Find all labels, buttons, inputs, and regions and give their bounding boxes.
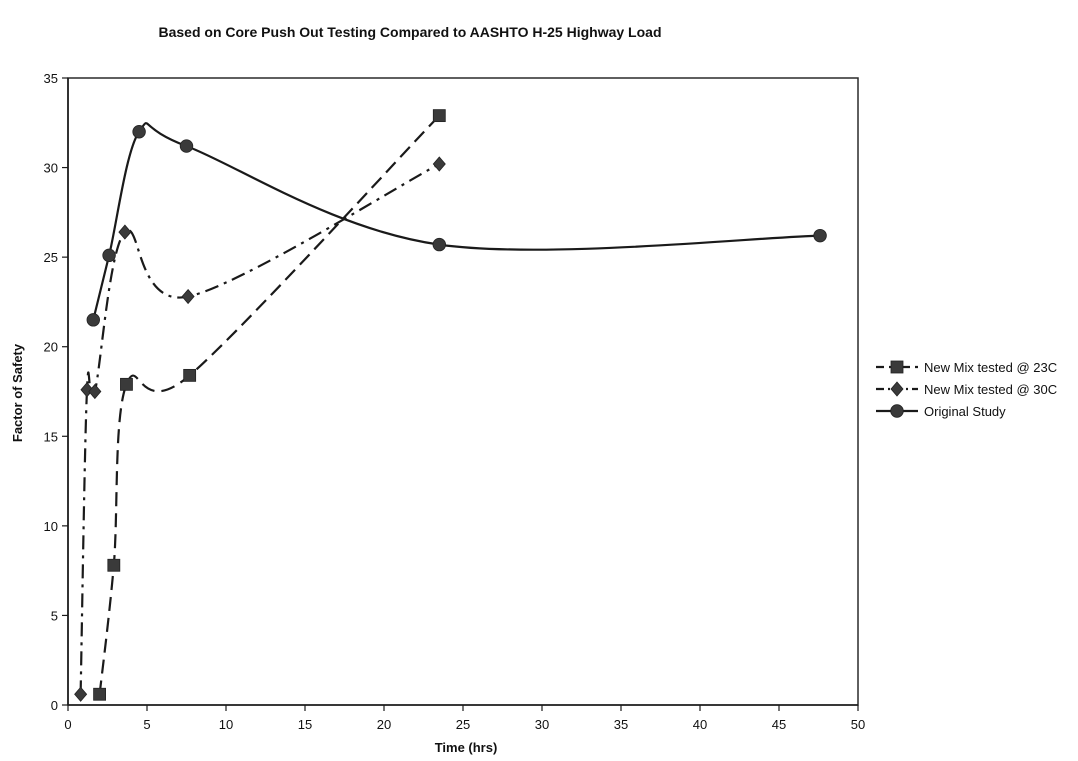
data-point-new-mix-30c	[181, 288, 195, 305]
series-line-original-study	[92, 122, 821, 321]
data-point-original-study	[813, 228, 827, 243]
x-tick-label: 10	[219, 717, 233, 732]
chart-title: Based on Core Push Out Testing Compared …	[158, 24, 661, 40]
y-tick-label: 15	[44, 429, 58, 444]
legend-label-new-mix-30c: New Mix tested @ 30C	[924, 382, 1057, 397]
y-tick-label: 25	[44, 250, 58, 265]
legend-marker-new-mix-23c	[890, 360, 904, 374]
data-point-new-mix-23c	[432, 109, 446, 123]
y-axis-label: Factor of Safety	[10, 343, 25, 442]
legend-label-new-mix-23c: New Mix tested @ 23C	[924, 360, 1057, 375]
data-point-new-mix-23c	[183, 368, 197, 382]
x-tick-label: 40	[693, 717, 707, 732]
legend-marker-original-study	[890, 404, 904, 418]
series-new-mix-30c	[74, 156, 446, 702]
data-point-new-mix-30c	[118, 224, 132, 240]
legend: New Mix tested @ 23C New Mix tested @ 30C…	[876, 360, 1057, 419]
data-point-original-study	[179, 139, 194, 153]
data-point-new-mix-30c	[432, 156, 446, 172]
data-point-new-mix-23c	[107, 558, 121, 572]
legend-item-new-mix-30c: New Mix tested @ 30C	[876, 381, 1057, 397]
y-tick-label: 10	[44, 519, 58, 534]
data-point-original-study	[432, 237, 447, 252]
legend-marker-new-mix-30c	[890, 381, 904, 397]
x-tick-label: 20	[377, 717, 391, 732]
data-point-original-study	[102, 248, 116, 263]
legend-label-original-study: Original Study	[924, 404, 1006, 419]
y-tick-label: 5	[51, 608, 58, 623]
series-layer	[74, 109, 827, 702]
x-tick-label: 25	[456, 717, 470, 732]
series-new-mix-23c	[93, 109, 446, 701]
series-line-new-mix-30c	[79, 163, 440, 695]
plot-area	[67, 77, 859, 706]
data-point-new-mix-23c	[120, 377, 133, 391]
plot-frame	[67, 77, 859, 706]
x-tick-label: 45	[772, 717, 786, 732]
axes-layer: 0 5 10 15 20 25 30 35 40 45 50 0 5 10 15 20 25 30 35	[44, 71, 866, 732]
x-axis-label: Time (hrs)	[435, 740, 498, 755]
x-tick-label: 35	[614, 717, 628, 732]
x-tick-label: 30	[535, 717, 549, 732]
y-tick-label: 35	[44, 71, 58, 86]
y-tick-label: 20	[44, 340, 58, 355]
legend-item-original-study: Original Study	[876, 404, 1006, 419]
y-tick-label: 30	[44, 161, 58, 176]
data-point-new-mix-23c	[93, 687, 106, 701]
x-tick-label: 15	[298, 717, 312, 732]
x-tick-label: 0	[64, 717, 71, 732]
data-point-original-study	[86, 313, 100, 327]
series-original-study	[86, 122, 827, 327]
series-line-new-mix-23c	[98, 114, 441, 695]
data-point-new-mix-30c	[88, 383, 102, 400]
legend-item-new-mix-23c: New Mix tested @ 23C	[876, 360, 1057, 375]
data-point-original-study	[132, 125, 146, 139]
x-tick-label: 5	[143, 717, 150, 732]
x-tick-label: 50	[851, 717, 865, 732]
y-tick-label: 0	[51, 698, 58, 713]
data-point-new-mix-30c	[74, 686, 88, 702]
